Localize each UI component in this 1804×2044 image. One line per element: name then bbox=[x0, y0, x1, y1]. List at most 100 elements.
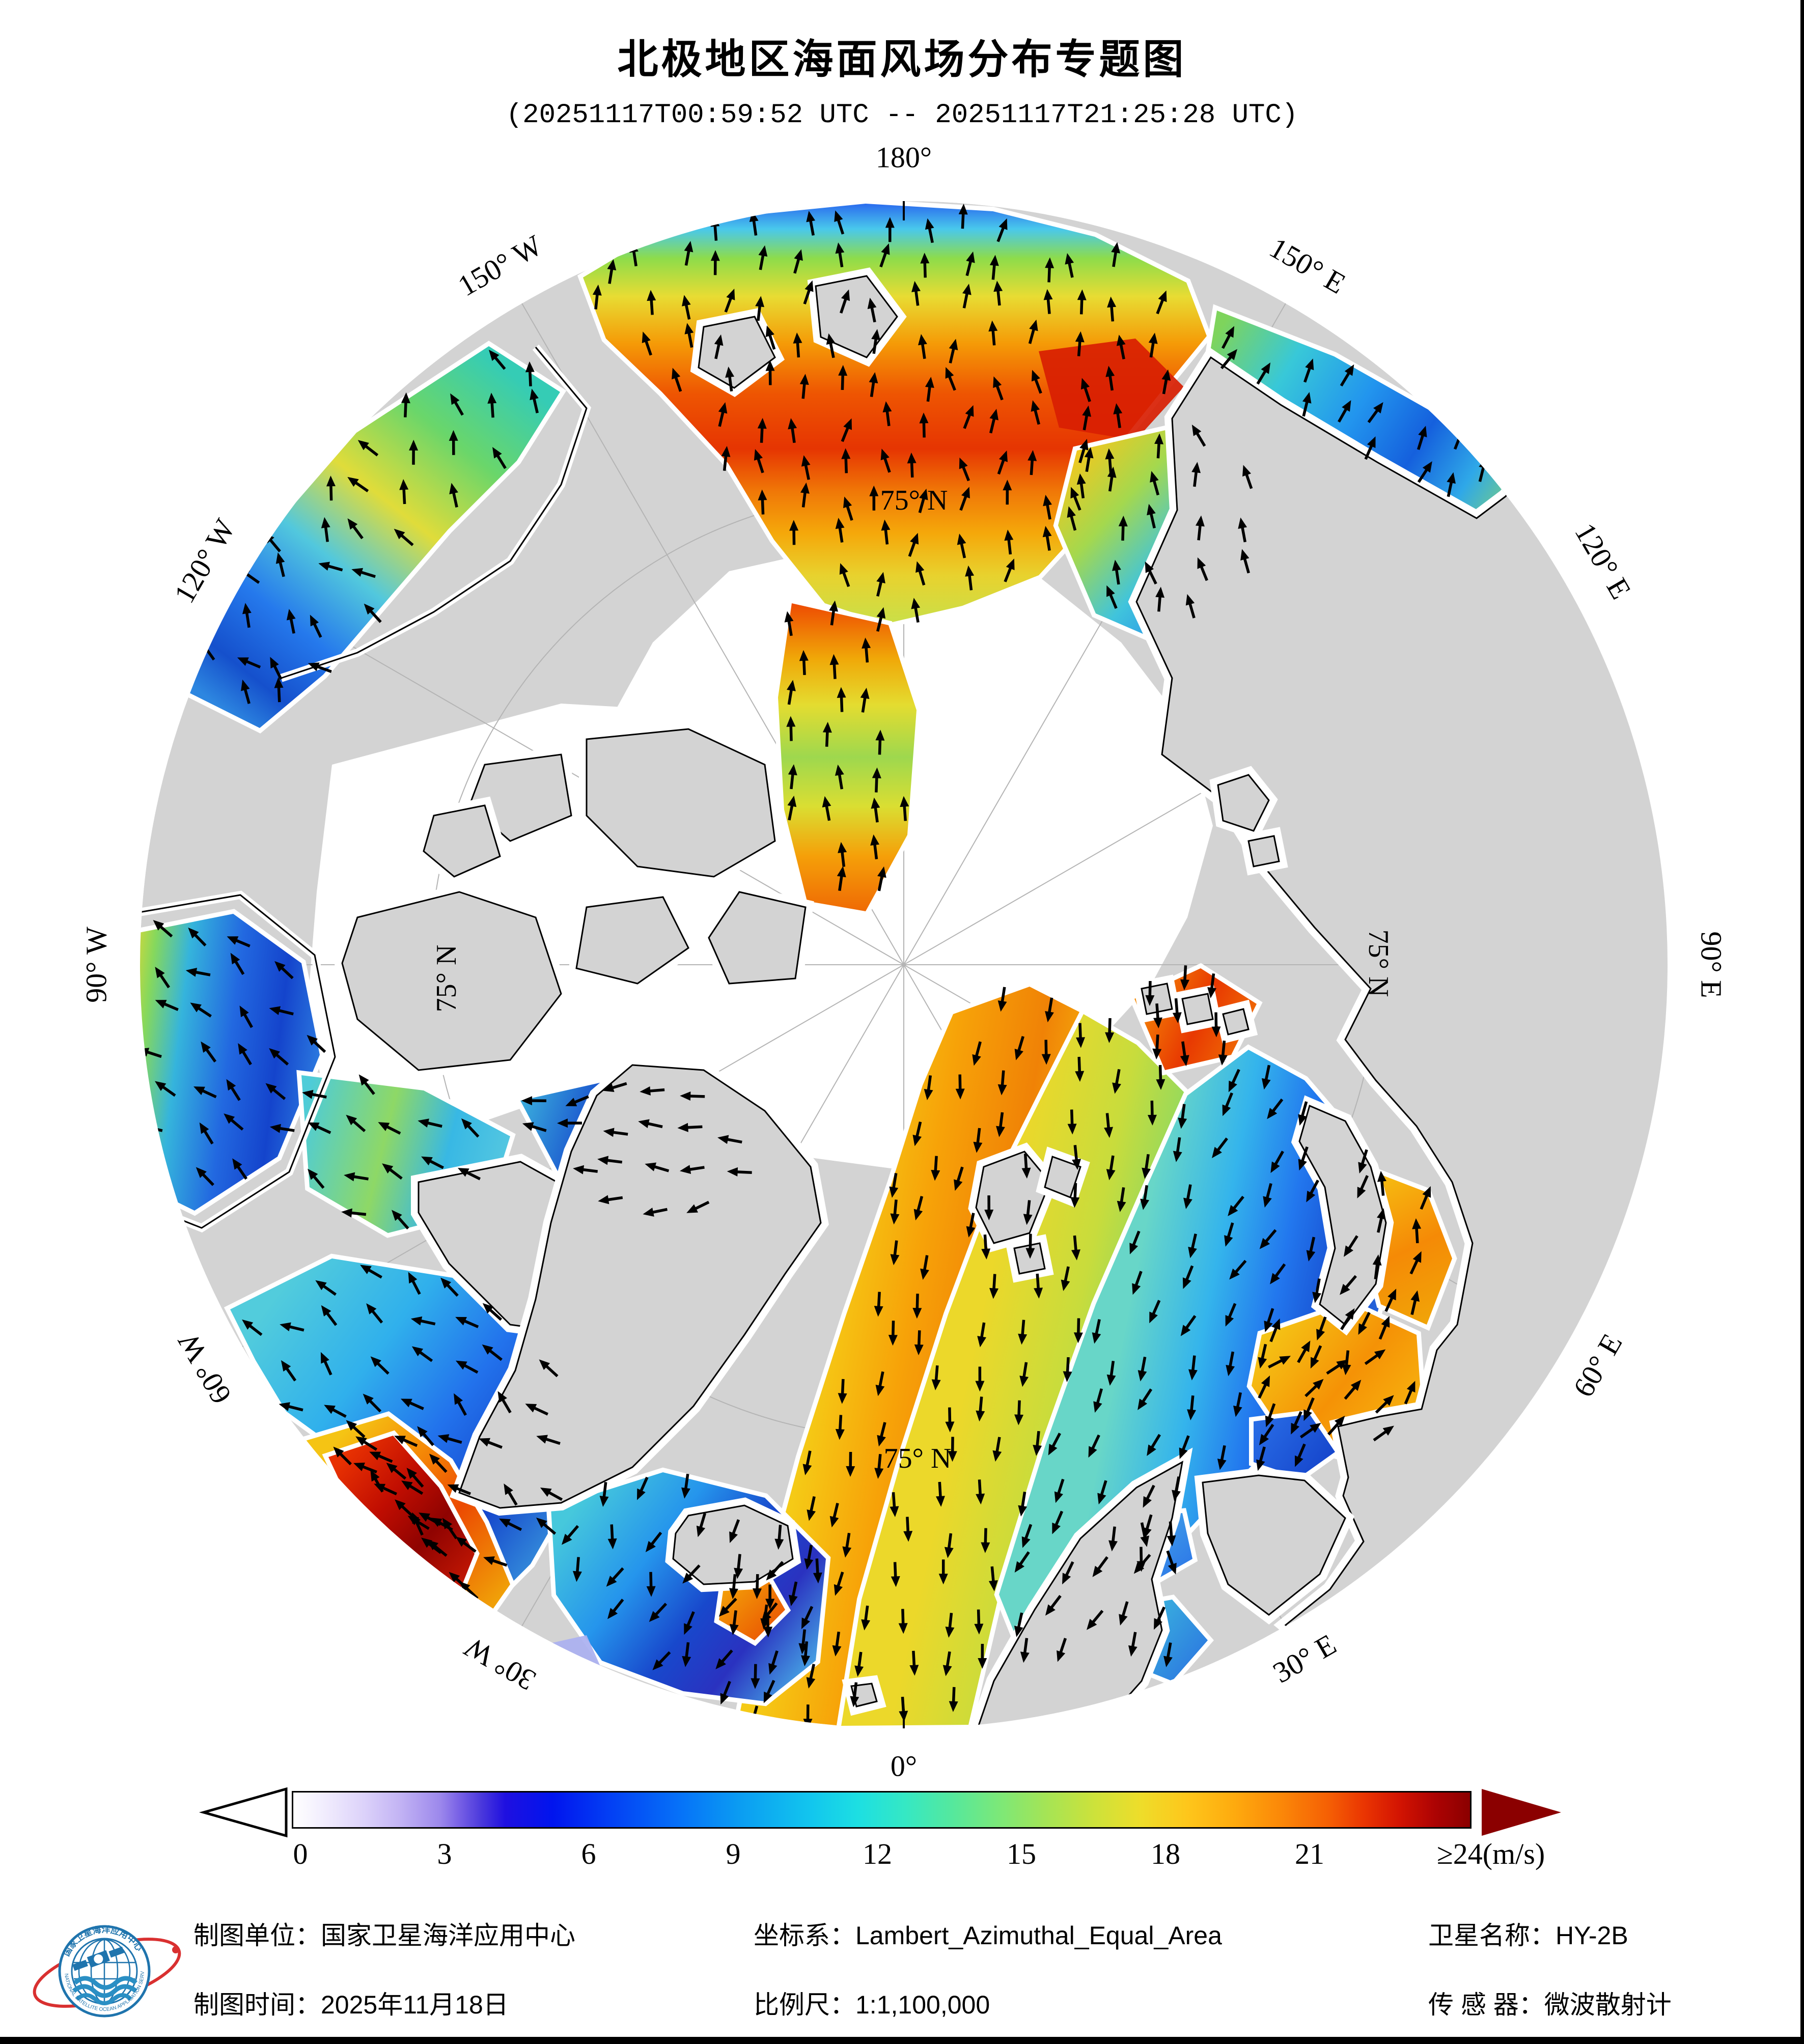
wind-arrow-icon bbox=[966, 1213, 976, 1238]
wind-arrow-icon bbox=[1018, 1320, 1028, 1345]
wind-arrow-icon bbox=[642, 331, 652, 356]
wind-arrow-icon bbox=[1065, 253, 1074, 278]
wind-arrow-icon bbox=[557, 1118, 582, 1128]
wind-arrow-icon bbox=[1447, 472, 1456, 497]
wind-arrow-icon bbox=[1268, 1356, 1291, 1368]
wind-arrow-icon bbox=[1228, 1069, 1240, 1093]
wind-arrow-icon bbox=[1092, 1319, 1101, 1344]
wind-arrow-icon bbox=[269, 1124, 295, 1133]
wind-arrow-icon bbox=[903, 1517, 913, 1542]
wind-arrow-icon bbox=[965, 565, 975, 591]
wind-arrow-icon bbox=[1108, 1526, 1118, 1552]
wind-arrow-icon bbox=[749, 210, 759, 236]
wind-arrow-icon bbox=[672, 368, 682, 392]
wind-arrow-icon bbox=[408, 1272, 421, 1295]
wind-arrow-icon bbox=[572, 1557, 582, 1582]
wind-arrow-icon bbox=[341, 1208, 367, 1218]
wind-arrow-icon bbox=[1188, 1355, 1198, 1381]
wind-arrow-icon bbox=[793, 332, 802, 358]
footer-coordinate-sys: 坐标系：Lambert_Azimuthal_Equal_Area bbox=[754, 1921, 1222, 1950]
wind-arrow-icon bbox=[889, 1173, 899, 1198]
image-bottom-border bbox=[0, 2037, 1804, 2044]
wind-arrow-icon bbox=[1014, 1400, 1024, 1425]
wind-arrow-icon bbox=[530, 388, 539, 413]
wind-arrow-icon bbox=[945, 367, 956, 391]
wind-arrow-icon bbox=[649, 1603, 668, 1622]
wind-arrow-icon bbox=[1173, 1137, 1182, 1162]
wind-arrow-icon bbox=[1014, 1551, 1030, 1573]
wind-arrow-icon bbox=[989, 409, 998, 434]
wind-arrow-icon bbox=[1233, 1392, 1242, 1417]
wind-arrow-icon bbox=[1306, 1237, 1316, 1262]
wind-arrow-icon bbox=[801, 455, 811, 480]
wind-arrow-icon bbox=[799, 374, 809, 399]
wind-arrow-icon bbox=[962, 284, 972, 309]
wind-arrow-icon bbox=[938, 1559, 948, 1585]
wind-arrow-icon bbox=[931, 1156, 940, 1181]
wind-arrow-icon bbox=[912, 1294, 922, 1319]
wind-arrow-icon bbox=[269, 1006, 294, 1016]
wind-arrow-icon bbox=[724, 288, 735, 313]
wind-arrow-icon bbox=[1116, 334, 1126, 359]
wind-arrow-icon bbox=[869, 485, 879, 511]
wind-arrow-icon bbox=[1137, 1388, 1153, 1410]
wind-arrow-icon bbox=[813, 1558, 822, 1584]
wind-arrow-icon bbox=[1226, 1351, 1235, 1377]
wind-arrow-icon bbox=[1019, 1362, 1029, 1387]
wind-arrow-icon bbox=[482, 1303, 503, 1321]
wind-arrow-icon bbox=[1207, 973, 1216, 998]
land-canadian-island-7 bbox=[423, 804, 501, 878]
wind-arrow-icon bbox=[1310, 1345, 1322, 1369]
wind-arrow-icon bbox=[1107, 466, 1117, 492]
wind-arrow-icon bbox=[275, 552, 285, 577]
wind-arrow-icon bbox=[101, 1007, 126, 1030]
wind-arrow-icon bbox=[450, 393, 464, 416]
wind-arrow-icon bbox=[843, 496, 853, 521]
wind-arrow-icon bbox=[860, 687, 870, 713]
wind-arrow-icon bbox=[454, 1393, 467, 1416]
wind-arrow-icon bbox=[1270, 1151, 1284, 1173]
land-canadian-island-2 bbox=[708, 891, 807, 985]
land-canadian-island-victoria bbox=[341, 891, 562, 1071]
wind-arrow-icon bbox=[907, 452, 917, 478]
wind-arrow-icon bbox=[1166, 1550, 1177, 1575]
wind-arrow-icon bbox=[718, 1598, 737, 1617]
wind-arrow-icon bbox=[226, 1079, 241, 1101]
wind-arrow-icon bbox=[787, 795, 797, 821]
wind-arrow-icon bbox=[898, 1609, 908, 1634]
wind-arrow-icon bbox=[479, 1438, 503, 1449]
wind-arrow-icon bbox=[1327, 1415, 1345, 1436]
wind-arrow-icon bbox=[1340, 1275, 1357, 1295]
wind-arrow-icon bbox=[1228, 1195, 1244, 1216]
wind-arrow-icon bbox=[996, 218, 1008, 242]
wind-arrow-icon bbox=[281, 1360, 297, 1382]
wind-arrow-icon bbox=[602, 1082, 627, 1093]
wind-arrow-icon bbox=[1342, 1350, 1351, 1376]
wind-arrow-icon bbox=[949, 339, 958, 363]
wind-arrow-icon bbox=[1045, 1594, 1062, 1616]
wind-arrow-icon bbox=[1238, 517, 1247, 543]
wind-arrow-icon bbox=[835, 1415, 845, 1440]
wind-arrow-icon bbox=[1222, 326, 1235, 349]
meridian-label: 90° W bbox=[79, 927, 113, 1003]
wind-arrow-icon bbox=[760, 1604, 770, 1630]
wind-arrow-icon bbox=[536, 1435, 561, 1445]
wind-arrow-icon bbox=[346, 1420, 366, 1438]
colorbar-tick: 0 bbox=[293, 1837, 308, 1870]
wind-arrow-icon bbox=[1240, 549, 1250, 574]
wind-arrow-icon bbox=[1178, 1104, 1187, 1129]
wind-arrow-icon bbox=[838, 842, 847, 867]
wind-arrow-icon bbox=[1420, 1186, 1431, 1210]
colorbar-tick: 21 bbox=[1295, 1837, 1324, 1870]
land-franz-josef-3 bbox=[1222, 1008, 1250, 1035]
wind-arrow-icon bbox=[925, 377, 934, 402]
wind-arrow-icon bbox=[1167, 1521, 1176, 1547]
wind-arrow-icon bbox=[640, 1086, 665, 1096]
wind-arrow-icon bbox=[1034, 1273, 1043, 1299]
wind-arrow-icon bbox=[363, 1393, 382, 1413]
wind-arrow-icon bbox=[793, 249, 803, 274]
wind-arrow-icon bbox=[867, 297, 877, 323]
land-canadian-island-devon bbox=[575, 896, 689, 985]
wind-arrow-icon bbox=[766, 1561, 784, 1581]
wind-arrow-icon bbox=[386, 1463, 407, 1480]
